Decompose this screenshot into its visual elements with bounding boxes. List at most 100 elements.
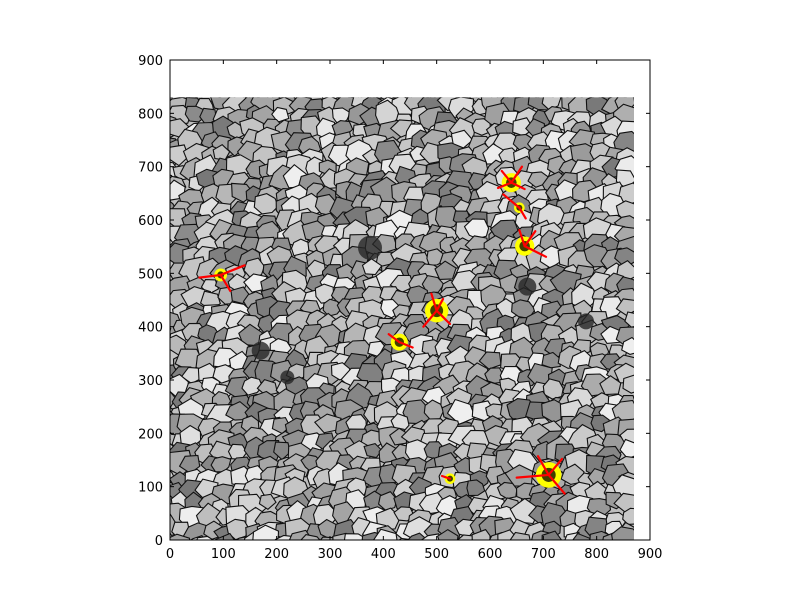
detection-vector <box>510 181 526 191</box>
detection-vector <box>510 165 524 184</box>
texture-cell <box>170 533 191 540</box>
texture-cell <box>170 188 173 203</box>
texture-cell <box>622 374 634 394</box>
x-tick-label: 400 <box>371 547 396 562</box>
texture-cell <box>377 491 398 511</box>
texture-dark-spot <box>518 277 537 296</box>
y-tick-label: 800 <box>138 107 163 122</box>
texture-cell <box>622 507 634 525</box>
detection-vector <box>547 457 564 477</box>
detection-vector <box>547 473 566 495</box>
detection-marker <box>198 264 246 293</box>
x-tick-label: 800 <box>584 547 609 562</box>
x-tick-label: 0 <box>166 547 174 562</box>
texture-cell <box>170 390 177 410</box>
texture-cell <box>599 375 622 396</box>
detection-vector <box>430 292 438 312</box>
texture-cell <box>611 526 634 540</box>
texture-cell <box>407 532 427 540</box>
y-tick-label: 0 <box>155 534 163 549</box>
texture-cell <box>398 537 413 540</box>
texture-cell <box>170 97 171 108</box>
texture-cell <box>300 534 321 540</box>
detection-vector <box>219 273 232 293</box>
y-tick-label: 900 <box>138 54 163 69</box>
detection-vector <box>518 229 526 248</box>
y-axis: 0 100 200 300 400 500 600 700 800 900 <box>138 54 650 549</box>
detection-marker <box>502 193 527 220</box>
texture-cell <box>463 218 490 240</box>
x-axis: 0 100 200 300 400 500 600 700 800 900 <box>166 60 663 562</box>
texture-cell <box>436 528 459 540</box>
y-tick-label: 400 <box>138 321 163 336</box>
texture-cell <box>241 376 264 396</box>
x-tick-label: 600 <box>478 547 503 562</box>
texture-cell <box>471 118 492 136</box>
detections-layer <box>198 165 566 495</box>
texture-cell <box>614 247 634 266</box>
detection-marker <box>387 333 414 351</box>
texture-cell <box>258 493 277 510</box>
y-tick-label: 600 <box>138 214 163 229</box>
y-tick-label: 500 <box>138 267 163 282</box>
detection-vector <box>435 309 452 326</box>
x-tick-label: 200 <box>264 547 289 562</box>
granulation-image <box>151 85 634 540</box>
texture-cell <box>624 311 634 328</box>
texture-cell <box>541 351 561 369</box>
x-tick-label: 500 <box>424 547 449 562</box>
detection-vector <box>536 455 550 477</box>
texture-cell <box>466 479 486 497</box>
y-tick-label: 200 <box>138 427 163 442</box>
texture-dark-spot <box>578 313 594 330</box>
texture-cell <box>434 260 457 280</box>
detection-vector <box>496 181 513 190</box>
texture-cell <box>471 528 494 540</box>
texture-cell <box>511 299 536 320</box>
detection-vector <box>523 230 537 248</box>
texture-cell <box>619 438 634 460</box>
detection-vector <box>515 473 550 479</box>
texture-cell <box>496 481 518 500</box>
plot-frame <box>169 59 651 541</box>
detection-marker <box>422 292 452 328</box>
detection-vector <box>440 474 452 480</box>
texture-cell <box>271 106 290 123</box>
x-tick-label: 100 <box>211 547 236 562</box>
y-tick-label: 100 <box>138 481 163 496</box>
detection-vector <box>435 297 445 312</box>
x-tick-label: 700 <box>531 547 556 562</box>
detection-vector <box>398 341 414 349</box>
detection-vector <box>500 169 513 184</box>
detection-marker <box>515 455 566 495</box>
y-tick-label: 300 <box>138 374 163 389</box>
texture-cell <box>542 378 564 400</box>
texture-dark-spot <box>280 370 295 385</box>
texture-cell <box>372 528 398 540</box>
detection-marker <box>496 165 526 193</box>
texture-cell <box>613 492 634 513</box>
texture-dark-spot <box>358 235 382 260</box>
texture-cell <box>388 427 410 446</box>
texture-cell <box>361 258 383 276</box>
detection-vector <box>219 264 246 277</box>
detection-vector <box>422 309 438 328</box>
detection-marker <box>515 229 548 258</box>
detection-vector <box>523 245 548 258</box>
detection-marker <box>440 473 456 484</box>
texture-cell <box>151 85 171 103</box>
texture-cell <box>509 531 531 540</box>
texture-cell <box>621 336 634 355</box>
texture-cell <box>331 107 352 126</box>
texture-cell <box>170 254 173 261</box>
texture-cell <box>450 129 474 149</box>
x-tick-label: 900 <box>638 547 663 562</box>
texture-cell <box>363 442 383 459</box>
texture-dark-spot <box>251 341 270 360</box>
detection-vector <box>198 273 222 279</box>
x-tick-label: 300 <box>318 547 343 562</box>
texture-cell <box>196 535 215 540</box>
texture-cell <box>541 530 563 540</box>
texture-cell <box>252 524 280 540</box>
